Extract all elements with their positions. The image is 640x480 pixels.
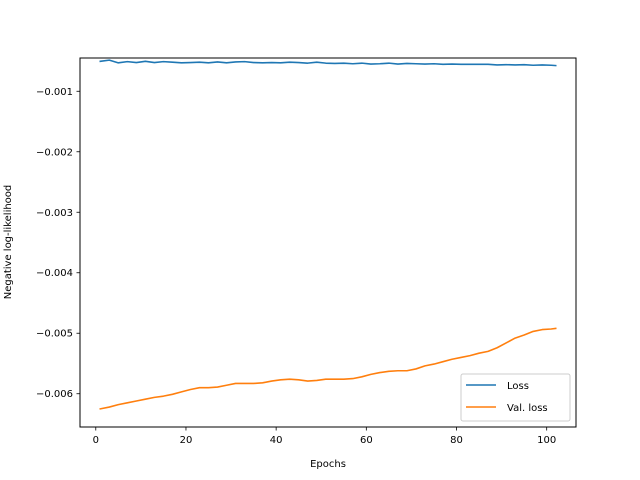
legend-label-val-loss: Val. loss xyxy=(507,403,548,414)
series-layer xyxy=(99,59,557,410)
x-axis: 0 20 40 60 80 100 xyxy=(93,427,556,446)
plot-frame xyxy=(79,57,577,428)
y-tick-label: −0.004 xyxy=(36,268,73,279)
y-axis: −0.001 −0.002 −0.003 −0.004 −0.005 −0.006 xyxy=(36,87,80,400)
y-tick-label: −0.001 xyxy=(36,87,73,98)
y-axis-label: Negative log-likelihood xyxy=(3,185,14,300)
x-tick-label: 100 xyxy=(537,435,556,446)
series-line-val-loss xyxy=(99,327,557,410)
x-axis-label: Epochs xyxy=(310,459,346,470)
y-tick-label: −0.003 xyxy=(36,208,73,219)
legend: Loss Val. loss xyxy=(460,373,571,422)
y-tick-label: −0.005 xyxy=(36,329,73,340)
x-tick-label: 60 xyxy=(360,435,373,446)
x-tick-label: 0 xyxy=(93,435,99,446)
x-tick-label: 80 xyxy=(450,435,463,446)
x-tick-label: 20 xyxy=(180,435,193,446)
series-line-loss xyxy=(99,59,557,67)
y-tick-label: −0.002 xyxy=(36,147,73,158)
legend-label-loss: Loss xyxy=(507,381,529,392)
y-tick-label: −0.006 xyxy=(36,389,73,400)
x-tick-label: 40 xyxy=(270,435,283,446)
